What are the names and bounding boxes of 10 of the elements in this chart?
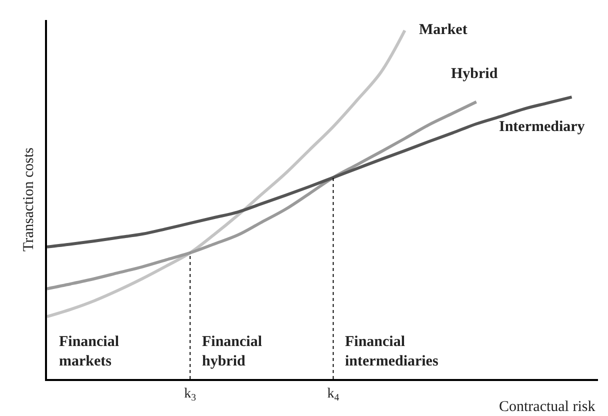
series-label: Hybrid — [451, 66, 498, 82]
x-tick-label: k$_{4}$ — [327, 386, 340, 404]
y-axis-title: Transaction costs — [21, 147, 37, 252]
series-label: Intermediary — [499, 119, 586, 135]
x-axis-title: Contractual risk — [499, 399, 596, 415]
annotation: Financial markets — [59, 334, 120, 370]
annotation: Financial intermediaries — [345, 334, 438, 370]
series-label: Market — [419, 22, 468, 38]
annotation: Financial hybrid — [202, 334, 262, 370]
x-tick-label: k$_{3}$ — [184, 386, 196, 404]
